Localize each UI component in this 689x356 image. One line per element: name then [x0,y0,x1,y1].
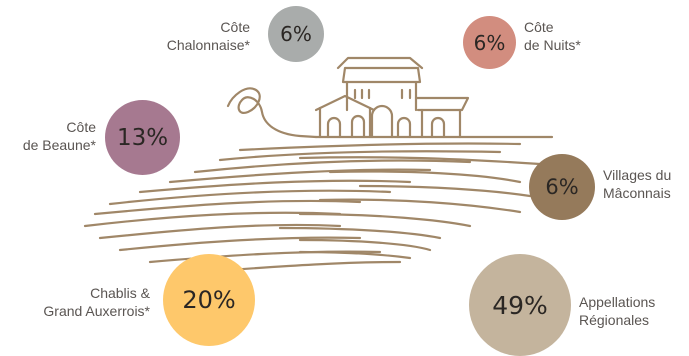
label-villages-du-maconnais: Villages du Mâconnais [603,167,672,201]
label-cote-de-nuits: Côte de Nuits* [524,19,581,53]
path-line [226,87,318,139]
bubble-villages-du-maconnais: 6% [529,154,595,220]
label-chablis-grand-auxerrois: Chablis & Grand Auxerrois* [43,285,150,319]
value-cote-de-nuits: 6% [473,30,506,55]
value-villages-du-maconnais: 6% [545,175,579,199]
value-cote-de-beaune: 13% [116,124,169,151]
value-cote-chalonnaise: 6% [280,22,312,46]
value-appellations-regionales: 49% [492,290,548,320]
bubble-chablis-grand-auxerrois: 20% [163,254,255,346]
label-appellations-regionales: Appellations Régionales [579,294,656,328]
bubble-cote-de-nuits: 6% [463,16,516,69]
value-chablis-grand-auxerrois: 20% [182,286,236,314]
bubble-cote-chalonnaise: 6% [268,6,324,62]
bubble-cote-de-beaune: 13% [105,100,180,175]
label-cote-chalonnaise: Côte Chalonnaise* [166,19,250,53]
bubble-appellations-regionales: 49% [469,254,571,356]
house-icon [314,56,554,139]
label-cote-de-beaune: Côte de Beaune* [22,119,96,153]
vineyard-rows [83,142,542,274]
